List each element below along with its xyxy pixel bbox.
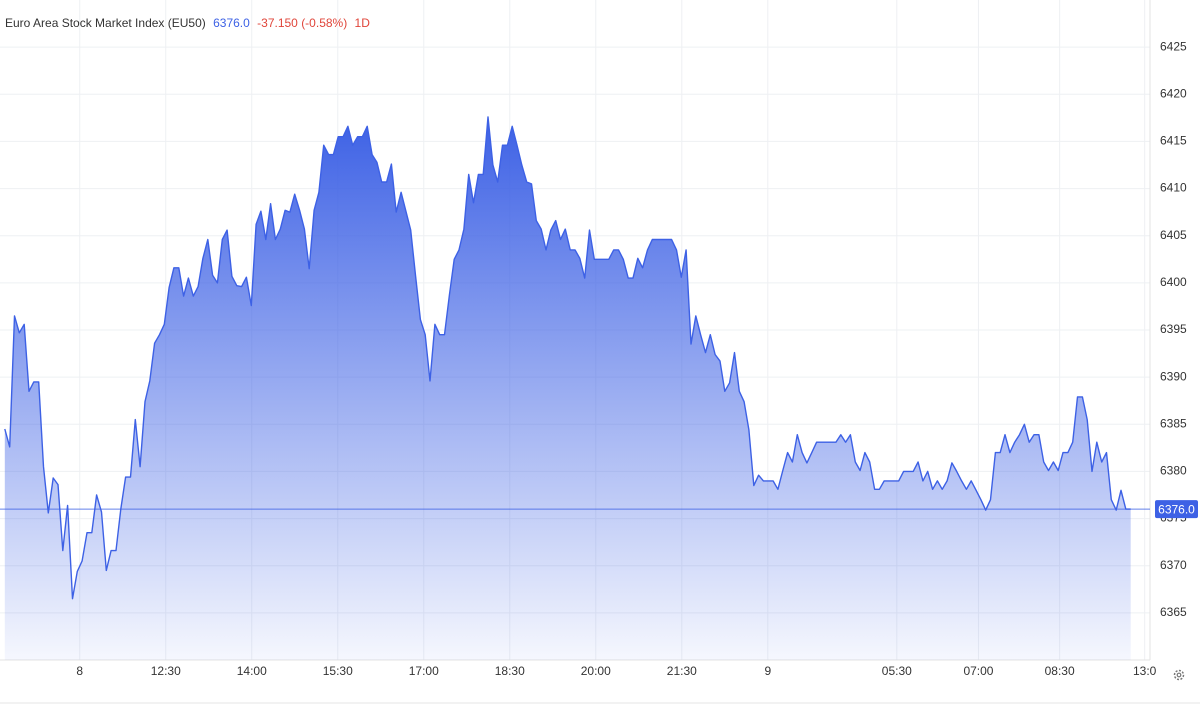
x-tick-label: 20:00 [581, 664, 611, 678]
x-tick-label: 05:30 [882, 664, 912, 678]
header: Euro Area Stock Market Index (EU50) 6376… [5, 16, 370, 30]
y-tick-label: 6425 [1160, 39, 1187, 53]
x-tick-label: 17:00 [409, 664, 439, 678]
gear-center[interactable] [1176, 672, 1182, 678]
x-tick-label: 08:30 [1045, 664, 1075, 678]
y-tick-label: 6370 [1160, 558, 1187, 572]
y-tick-label: 6400 [1160, 275, 1187, 289]
settings-icon[interactable] [1173, 669, 1185, 681]
area-fill [4, 116, 1131, 660]
period: 1D [355, 16, 371, 30]
x-tick-label: 8 [76, 664, 83, 678]
y-tick-label: 6365 [1160, 605, 1187, 619]
y-tick-label: 6395 [1160, 322, 1187, 336]
x-tick-label: 12:30 [151, 664, 181, 678]
x-tick-label: 9 [764, 664, 771, 678]
y-tick-label: 6380 [1160, 464, 1187, 478]
x-tick-label: 14:00 [237, 664, 267, 678]
y-tick-label: 6415 [1160, 134, 1187, 148]
price-change: -37.150 (-0.58%) [257, 16, 347, 30]
x-tick-label: 21:30 [667, 664, 697, 678]
x-tick-label: 13:0 [1133, 664, 1157, 678]
x-tick-label: 15:30 [323, 664, 353, 678]
last-price: 6376.0 [213, 16, 250, 30]
chart-title: Euro Area Stock Market Index (EU50) [5, 16, 206, 30]
last-price-label: 6376.0 [1158, 502, 1195, 516]
x-tick-label: 18:30 [495, 664, 525, 678]
x-tick-label: 07:00 [963, 664, 993, 678]
price-line [4, 116, 1131, 600]
y-tick-label: 6385 [1160, 416, 1187, 430]
y-tick-label: 6405 [1160, 228, 1187, 242]
gear[interactable] [1173, 669, 1185, 681]
y-tick-label: 6390 [1160, 369, 1187, 383]
last-price-box [1155, 500, 1198, 519]
y-tick-label: 6410 [1160, 181, 1187, 195]
y-tick-label: 6420 [1160, 86, 1187, 100]
